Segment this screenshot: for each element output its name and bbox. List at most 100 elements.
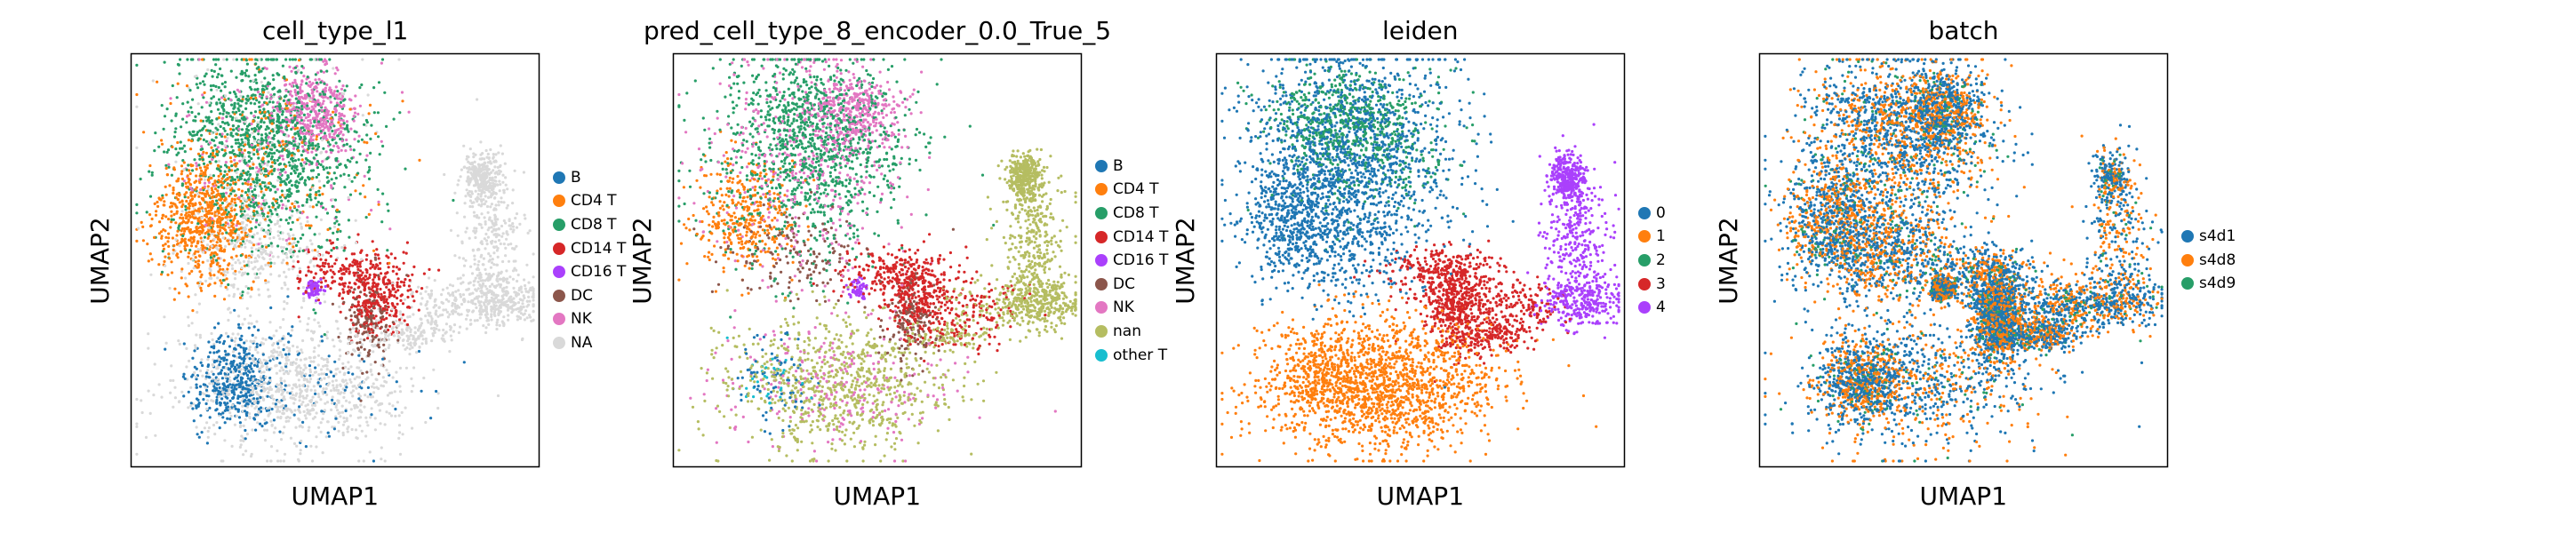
scatter-point	[377, 201, 380, 203]
scatter-point	[214, 251, 217, 254]
scatter-point	[299, 178, 301, 180]
scatter-point	[308, 429, 310, 432]
scatter-point	[263, 235, 266, 238]
scatter-point	[147, 332, 149, 335]
scatter-point	[304, 149, 307, 152]
scatter-point	[238, 416, 241, 418]
scatter-point	[265, 151, 268, 154]
scatter-point	[194, 346, 196, 349]
scatter-point	[499, 285, 501, 288]
scatter-point	[326, 181, 329, 184]
scatter-point	[356, 318, 359, 321]
scatter-point	[305, 224, 308, 227]
scatter-point	[357, 286, 360, 289]
scatter-point	[235, 111, 237, 114]
scatter-point	[267, 110, 269, 113]
scatter-point	[396, 339, 399, 342]
scatter-point	[199, 166, 202, 169]
scatter-point	[270, 165, 273, 168]
scatter-point	[223, 270, 226, 273]
scatter-point	[397, 437, 400, 440]
scatter-point	[244, 161, 246, 163]
scatter-point	[273, 134, 276, 137]
scatter-point	[226, 58, 228, 60]
scatter-point	[216, 276, 219, 279]
scatter-point	[300, 449, 302, 451]
scatter-point	[184, 150, 187, 153]
scatter-point	[392, 266, 395, 268]
scatter-point	[135, 240, 138, 243]
scatter-point	[180, 125, 182, 128]
scatter-point	[339, 370, 341, 373]
scatter-point	[315, 272, 317, 274]
scatter-point	[340, 88, 343, 91]
scatter-point	[396, 380, 398, 383]
scatter-point	[245, 363, 248, 366]
scatter-point	[211, 260, 213, 263]
scatter-point	[435, 310, 437, 313]
scatter-point	[173, 203, 176, 206]
scatter-point	[220, 172, 222, 175]
scatter-point	[295, 374, 298, 377]
scatter-point	[230, 415, 233, 418]
scatter-point	[193, 266, 196, 269]
scatter-point	[468, 309, 470, 312]
scatter-point	[360, 346, 363, 348]
scatter-point	[488, 227, 491, 229]
scatter-point	[238, 105, 241, 107]
scatter-point	[173, 386, 176, 389]
scatter-point	[383, 295, 386, 298]
scatter-point	[358, 86, 361, 89]
scatter-point	[474, 236, 476, 239]
scatter-point	[372, 86, 375, 89]
scatter-point	[288, 268, 291, 271]
scatter-point	[281, 207, 284, 210]
scatter-point	[188, 89, 191, 91]
scatter-point	[217, 207, 220, 210]
scatter-point	[495, 235, 498, 238]
scatter-point	[520, 290, 523, 293]
scatter-point	[160, 198, 163, 201]
scatter-point	[499, 324, 501, 327]
scatter-point	[204, 91, 206, 94]
scatter-point	[296, 127, 299, 130]
scatter-point	[238, 128, 241, 131]
scatter-point	[342, 119, 345, 122]
scatter-point	[157, 263, 160, 266]
scatter-point	[468, 282, 470, 284]
scatter-point	[206, 442, 209, 444]
scatter-point	[322, 206, 324, 209]
scatter-point	[257, 132, 260, 135]
scatter-point	[340, 246, 343, 249]
scatter-point	[379, 153, 381, 155]
scatter-point	[212, 255, 215, 258]
scatter-point	[435, 390, 437, 393]
scatter-point	[316, 71, 319, 74]
scatter-point	[304, 142, 307, 145]
scatter-point	[330, 255, 332, 258]
scatter-point	[477, 300, 480, 303]
scatter-point	[261, 156, 264, 159]
scatter-point	[339, 332, 341, 335]
scatter-point	[458, 257, 460, 259]
scatter-point	[211, 123, 213, 125]
scatter-point	[388, 412, 391, 415]
scatter-point	[408, 111, 411, 114]
scatter-point	[398, 285, 401, 288]
scatter-point	[193, 158, 196, 161]
scatter-point	[148, 213, 151, 216]
scatter-point	[489, 255, 492, 258]
scatter-point	[518, 223, 521, 226]
scatter-point	[258, 106, 260, 108]
scatter-point	[222, 58, 225, 60]
scatter-point	[356, 233, 359, 235]
scatter-point	[153, 236, 156, 239]
scatter-point	[184, 248, 187, 251]
scatter-point	[238, 261, 241, 264]
scatter-point	[338, 430, 340, 433]
scatter-point	[261, 338, 264, 340]
scatter-point	[395, 320, 397, 322]
scatter-point	[263, 207, 266, 210]
scatter-point	[332, 232, 334, 235]
scatter-point	[228, 262, 230, 265]
